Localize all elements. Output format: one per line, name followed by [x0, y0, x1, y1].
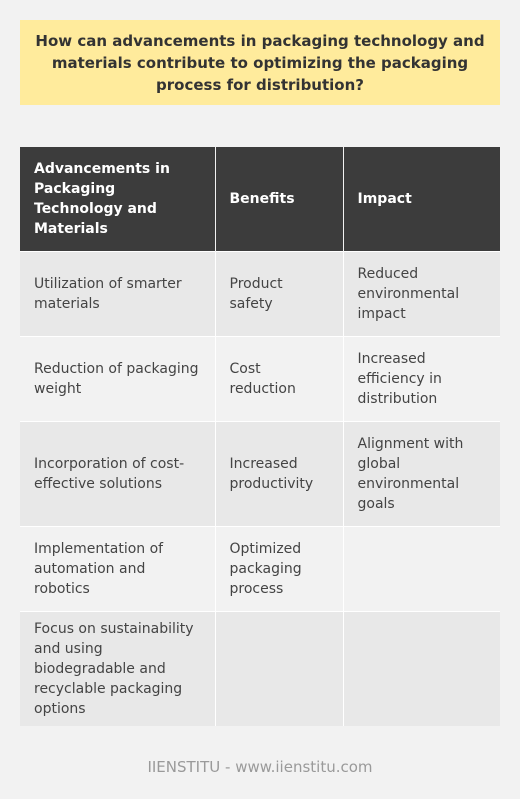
- table-row: Incorporation of cost-effective solution…: [20, 421, 500, 527]
- cell-benefit: [215, 611, 344, 726]
- table-row: Reduction of packaging weight Cost reduc…: [20, 336, 500, 422]
- advancements-table: Advancements in Packaging Technology and…: [20, 147, 500, 726]
- cell-advancement: Implementation of automation and robotic…: [20, 526, 216, 612]
- question-text: How can advancements in packaging techno…: [35, 31, 485, 94]
- header-impact: Impact: [343, 147, 500, 252]
- question-banner: How can advancements in packaging techno…: [20, 20, 500, 105]
- table-row: Focus on sustainability and using biodeg…: [20, 611, 500, 726]
- cell-benefit: Product safety: [215, 251, 344, 337]
- cell-impact: Increased efficiency in distribution: [343, 336, 500, 422]
- table-row: Implementation of automation and robotic…: [20, 526, 500, 612]
- cell-advancement: Focus on sustainability and using biodeg…: [20, 611, 216, 726]
- table-row: Utilization of smarter materials Product…: [20, 251, 500, 337]
- header-benefits: Benefits: [215, 147, 344, 252]
- cell-impact: [343, 611, 500, 726]
- footer-credit: IIENSTITU - www.iienstitu.com: [147, 758, 373, 776]
- cell-benefit: Cost reduction: [215, 336, 344, 422]
- cell-benefit: Optimized packaging process: [215, 526, 344, 612]
- table-header-row: Advancements in Packaging Technology and…: [20, 147, 500, 252]
- cell-benefit: Increased productivity: [215, 421, 344, 527]
- cell-impact: [343, 526, 500, 612]
- cell-advancement: Utilization of smarter materials: [20, 251, 216, 337]
- header-advancements: Advancements in Packaging Technology and…: [20, 147, 216, 252]
- cell-impact: Alignment with global environmental goal…: [343, 421, 500, 527]
- cell-advancement: Incorporation of cost-effective solution…: [20, 421, 216, 527]
- cell-advancement: Reduction of packaging weight: [20, 336, 216, 422]
- cell-impact: Reduced environmental impact: [343, 251, 500, 337]
